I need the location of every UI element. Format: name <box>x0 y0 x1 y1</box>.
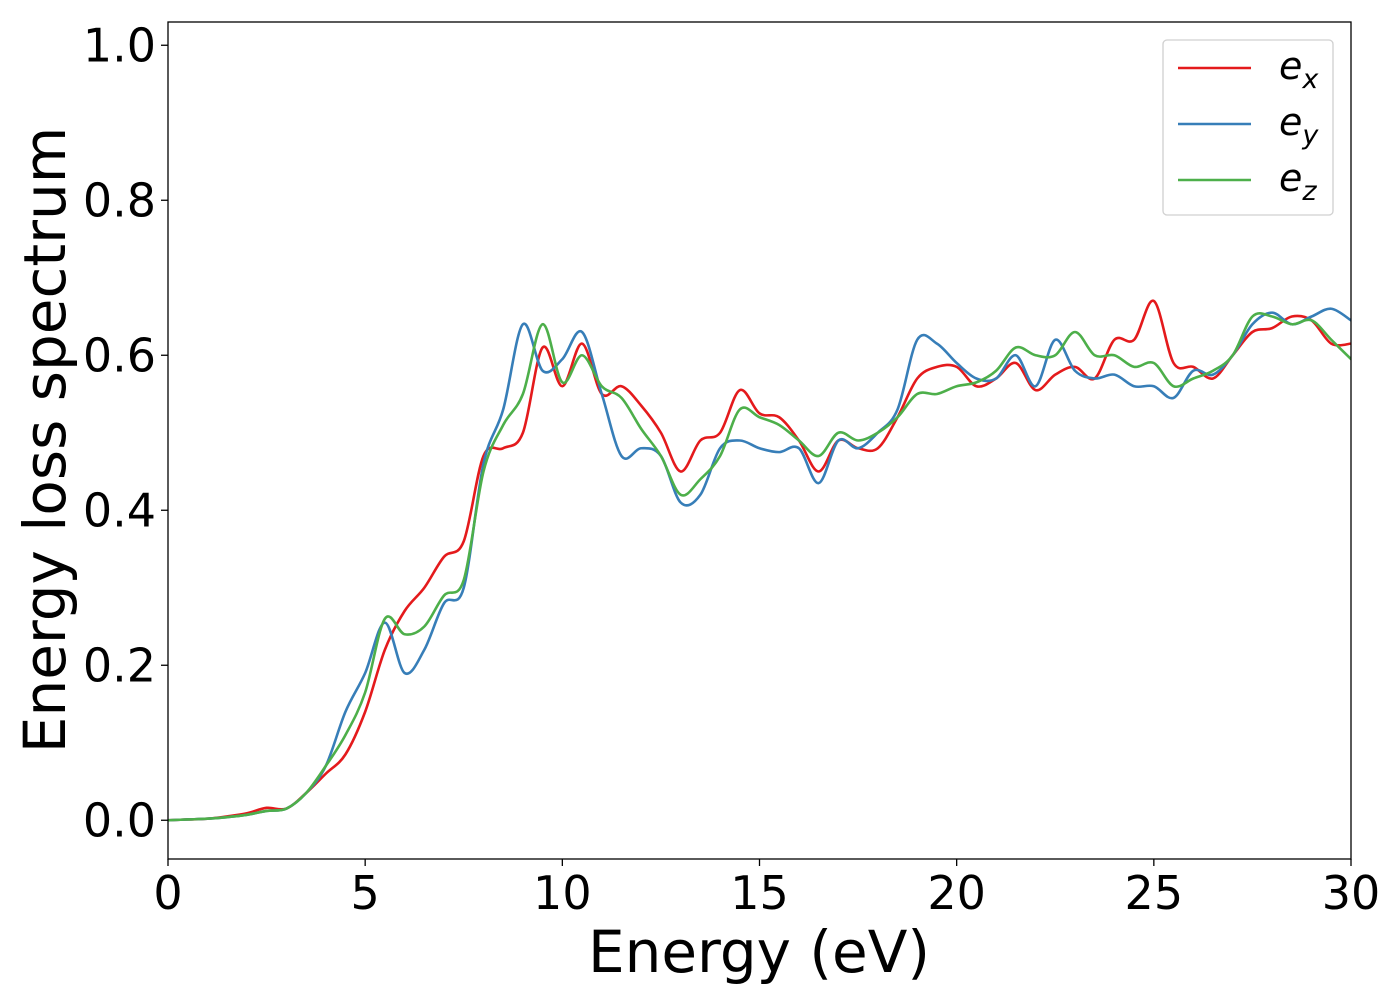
x-tick-label: 5 <box>351 866 380 920</box>
y-axis-label: Energy loss spectrum <box>11 127 79 753</box>
x-axis-label: Energy (eV) <box>588 918 930 986</box>
x-axis: 0 5 10 15 20 25 30 <box>153 859 1380 920</box>
legend-label: ez <box>1279 156 1317 207</box>
x-tick-label: 15 <box>730 866 789 920</box>
y-tick-label: 0.6 <box>83 328 156 382</box>
x-tick-label: 20 <box>927 866 986 920</box>
series-line-e-z <box>168 312 1351 822</box>
y-axis: 0.0 0.2 0.4 0.6 0.8 1.0 <box>83 18 168 847</box>
x-tick-label: 30 <box>1322 866 1381 920</box>
y-tick-label: 0.4 <box>83 483 156 537</box>
y-tick-label: 0.2 <box>83 638 156 692</box>
x-tick-label: 25 <box>1125 866 1184 920</box>
series-layer <box>168 299 1351 822</box>
series-line-e-x <box>168 299 1351 822</box>
legend-box <box>1162 39 1334 216</box>
x-tick-label: 10 <box>533 866 592 920</box>
y-tick-label: 0.0 <box>83 793 156 847</box>
y-tick-label: 0.8 <box>83 173 156 227</box>
series-line-e-y <box>168 307 1351 822</box>
x-tick-label: 0 <box>153 866 182 920</box>
legend-label: ex <box>1279 44 1319 95</box>
y-tick-label: 1.0 <box>83 18 156 72</box>
legend-label: ey <box>1279 100 1319 151</box>
